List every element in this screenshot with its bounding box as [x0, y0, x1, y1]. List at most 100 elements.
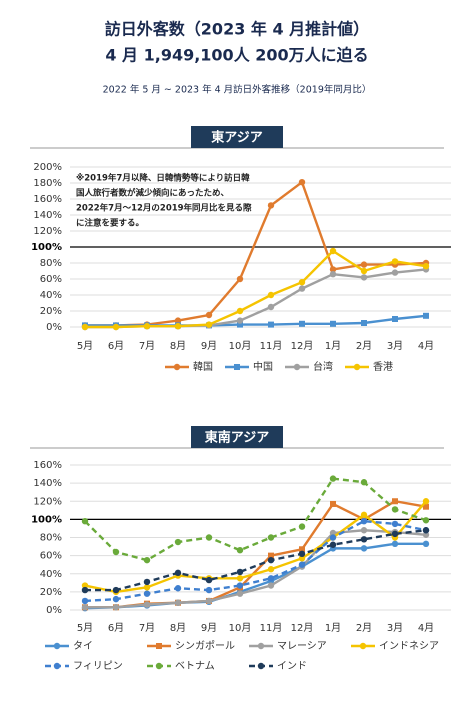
- point: [392, 498, 398, 505]
- point: [298, 561, 306, 568]
- point: [236, 575, 244, 582]
- point: [236, 590, 244, 597]
- x-tick-label: 3月: [387, 340, 403, 352]
- x-tick-label: 7月: [139, 340, 155, 352]
- point: [298, 279, 306, 286]
- y-tick-label: 40%: [40, 569, 62, 580]
- point: [174, 317, 182, 324]
- y-tick-label: 120%: [33, 226, 62, 237]
- x-tick-label: 1月: [325, 622, 341, 634]
- point: [422, 540, 430, 548]
- point: [361, 320, 367, 326]
- annotation: ※2019年7月以降、日韓情勢等により訪日韓: [76, 173, 250, 184]
- section-box: [191, 126, 283, 148]
- legend-label: タイ: [73, 640, 93, 652]
- x-tick-label: 12月: [291, 622, 314, 634]
- point: [330, 500, 336, 507]
- point: [236, 307, 244, 315]
- point: [299, 320, 305, 327]
- series-line: [84, 500, 427, 594]
- point: [267, 582, 275, 589]
- legend-marker: [156, 643, 162, 649]
- x-tick-label: 2月: [356, 340, 372, 352]
- point: [298, 179, 306, 186]
- point: [236, 546, 244, 554]
- y-tick-label: 40%: [40, 290, 62, 301]
- point: [267, 202, 275, 209]
- annotation: 2022年7月〜12月の2019年同月比を見る際: [76, 203, 252, 214]
- annotation: 国人旅行者数が減少傾向にあったため、: [76, 188, 229, 199]
- legend-marker: [155, 662, 163, 670]
- x-tick-label: 4月: [418, 340, 434, 352]
- point: [329, 271, 337, 278]
- point: [329, 529, 337, 537]
- point: [143, 578, 151, 586]
- y-tick-label: 160%: [33, 460, 62, 471]
- point: [205, 311, 213, 319]
- point: [112, 548, 120, 556]
- point: [143, 584, 151, 591]
- series-line: [85, 249, 427, 329]
- legend-label: インドネシア: [379, 640, 439, 652]
- point: [174, 599, 182, 606]
- legend-label: 韓国: [193, 361, 213, 373]
- point: [112, 586, 120, 594]
- point: [298, 285, 306, 292]
- point: [360, 479, 368, 486]
- point: [236, 568, 244, 576]
- point: [205, 597, 213, 605]
- point: [143, 323, 151, 330]
- y-tick-label: 20%: [40, 306, 62, 317]
- point: [360, 545, 368, 552]
- point: [267, 556, 275, 564]
- x-tick-label: 11月: [260, 622, 283, 634]
- point: [422, 527, 430, 534]
- point: [391, 258, 399, 265]
- x-tick-label: 6月: [108, 622, 124, 634]
- point: [267, 534, 275, 541]
- legend-marker: [353, 363, 361, 371]
- point: [267, 291, 275, 299]
- series-line: [85, 529, 427, 609]
- x-tick-label: 8月: [170, 622, 186, 634]
- point: [422, 517, 430, 524]
- point: [268, 552, 274, 559]
- point: [360, 517, 368, 525]
- point: [360, 527, 368, 534]
- point: [391, 269, 399, 276]
- point: [391, 530, 399, 538]
- point: [143, 590, 151, 597]
- legend-label: 香港: [373, 361, 393, 373]
- point: [236, 275, 244, 283]
- point: [205, 321, 213, 328]
- x-tick-label: 5月: [77, 622, 93, 634]
- x-tick-label: 6月: [108, 340, 124, 352]
- x-tick-label: 11月: [260, 340, 283, 352]
- legend-marker: [359, 642, 367, 650]
- legend-marker: [173, 363, 181, 371]
- point: [392, 316, 398, 322]
- y-tick-label: 140%: [33, 210, 62, 221]
- point: [267, 575, 275, 582]
- point: [268, 321, 274, 328]
- legend-label: フィリピン: [73, 660, 123, 672]
- point: [360, 267, 368, 275]
- x-tick-label: 12月: [291, 340, 314, 352]
- point: [391, 520, 399, 528]
- point: [143, 601, 151, 608]
- legend-marker: [293, 363, 301, 371]
- point: [330, 320, 336, 327]
- point: [298, 555, 306, 562]
- x-tick-label: 8月: [170, 340, 186, 352]
- legend-marker: [53, 642, 61, 650]
- x-tick-label: 9月: [201, 340, 217, 352]
- y-tick-label: 180%: [33, 178, 62, 189]
- point: [174, 538, 182, 546]
- annotation: に注意を要する。: [76, 218, 144, 229]
- point: [236, 317, 244, 324]
- x-tick-label: 10月: [229, 340, 252, 352]
- point: [422, 263, 430, 270]
- point: [391, 540, 399, 548]
- title-line: 4 月 1,949,100人 200万人に迫る: [105, 46, 368, 65]
